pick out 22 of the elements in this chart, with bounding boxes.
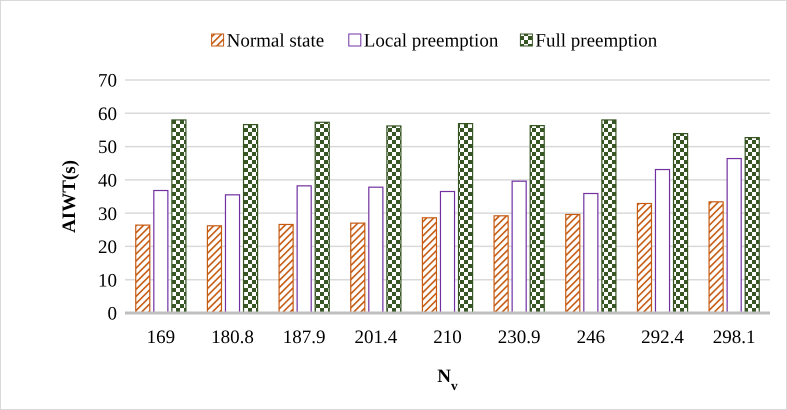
legend-label: Local preemption [364,30,499,52]
x-tick-label: 169 [146,327,176,348]
x-tick-label: 180.8 [211,327,254,348]
y-tick-label: 0 [108,304,117,325]
legend-label: Normal state [226,30,324,52]
y-tick-label: 20 [98,237,117,258]
y-tick-label: 40 [98,170,117,192]
x-tick-label: 292.4 [641,327,684,348]
x-tick-label: 210 [433,327,462,348]
y-tick-label: 50 [98,137,117,158]
x-tick-label: 230.9 [498,327,541,348]
y-tick-label: 30 [98,204,117,225]
x-tick-label: 298.1 [712,327,756,348]
x-tick-label: 201.4 [354,327,398,348]
y-axis-title: AIWT(s) [59,160,80,233]
y-tick-label: 70 [98,70,117,92]
x-axis-title: N$_{v}$ [437,366,458,392]
y-tick-label: 60 [98,104,117,125]
y-tick-label: 10 [98,270,117,292]
legend-label: Full preemption [535,30,658,52]
x-tick-label: 246 [576,327,606,348]
x-tick-label: 187.9 [282,327,326,348]
